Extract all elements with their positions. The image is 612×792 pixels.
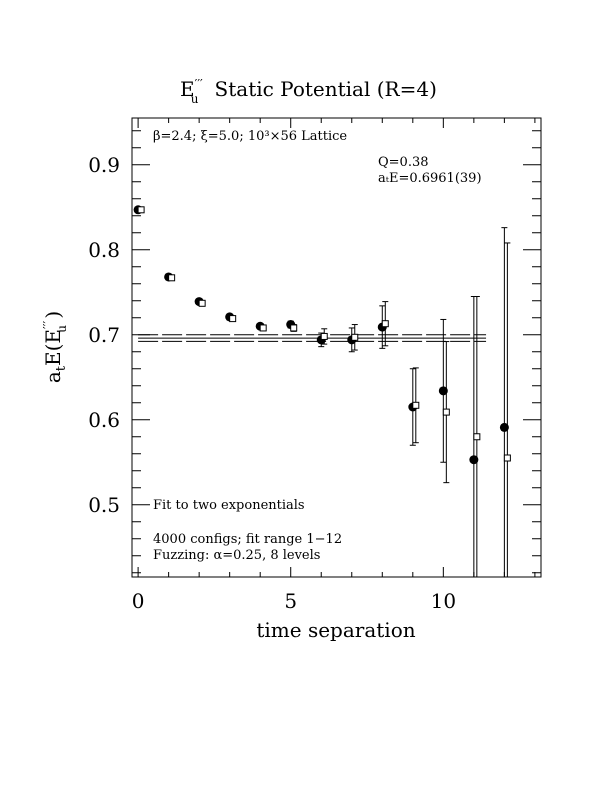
- axis-ticks: 0 5 10 0.5 0.6 0.7 0.8 0.9: [88, 118, 541, 613]
- data-points: [133, 205, 511, 577]
- data-point: [168, 274, 176, 282]
- square-marker: [412, 401, 420, 409]
- circle-marker: [469, 455, 479, 465]
- data-point: [438, 318, 448, 463]
- square-marker: [168, 274, 176, 282]
- fit-band: [138, 334, 487, 342]
- data-point: [259, 324, 267, 332]
- fuzzing-annotation: Fuzzing: α=0.25, 8 levels: [153, 548, 320, 563]
- x-tick-label: 10: [431, 589, 456, 613]
- data-point: [198, 299, 206, 307]
- data-point: [351, 324, 359, 351]
- data-point: [137, 206, 145, 214]
- data-point: [381, 301, 389, 347]
- data-point: [229, 315, 237, 323]
- data-point: [290, 324, 298, 332]
- square-marker: [198, 299, 206, 307]
- square-marker: [290, 324, 298, 332]
- data-point: [442, 341, 450, 484]
- square-marker: [259, 324, 267, 332]
- square-marker: [473, 433, 481, 441]
- svg-text:atE(E′′′u ): atE(E′′′u ): [41, 311, 69, 383]
- chart-title: E′′′ u Static Potential (R=4): [180, 77, 437, 106]
- y-tick-label: 0.7: [88, 323, 120, 347]
- square-marker: [351, 333, 359, 341]
- data-point: [320, 328, 328, 345]
- plot-frame: [131, 117, 542, 578]
- energy-annotation: aₜE=0.6961(39): [378, 171, 482, 186]
- data-point: [499, 227, 509, 577]
- square-marker: [229, 315, 237, 323]
- y-axis-label: atE(E′′′u ): [41, 311, 69, 383]
- square-marker: [503, 454, 511, 462]
- data-point: [503, 242, 511, 577]
- y-tick-label: 0.5: [88, 493, 120, 517]
- square-marker: [442, 408, 450, 416]
- x-tick-label: 5: [284, 589, 297, 613]
- data-point: [412, 367, 420, 444]
- fit-method-annotation: Fit to two exponentials: [153, 498, 305, 513]
- x-tick-label: 0: [132, 589, 145, 613]
- circle-marker: [438, 386, 448, 396]
- y-tick-label: 0.8: [88, 238, 120, 262]
- lattice-annotation: β=2.4; ξ=5.0; 10³×56 Lattice: [153, 129, 347, 144]
- circle-marker: [499, 422, 509, 432]
- y-tick-label: 0.9: [88, 153, 120, 177]
- y-tick-label: 0.6: [88, 408, 120, 432]
- square-marker: [137, 206, 145, 214]
- x-axis-label: time separation: [256, 618, 415, 642]
- square-marker: [381, 320, 389, 328]
- q-annotation: Q=0.38: [378, 155, 429, 170]
- configs-annotation: 4000 configs; fit range 1−12: [153, 532, 342, 547]
- square-marker: [320, 332, 328, 340]
- data-point: [473, 296, 481, 577]
